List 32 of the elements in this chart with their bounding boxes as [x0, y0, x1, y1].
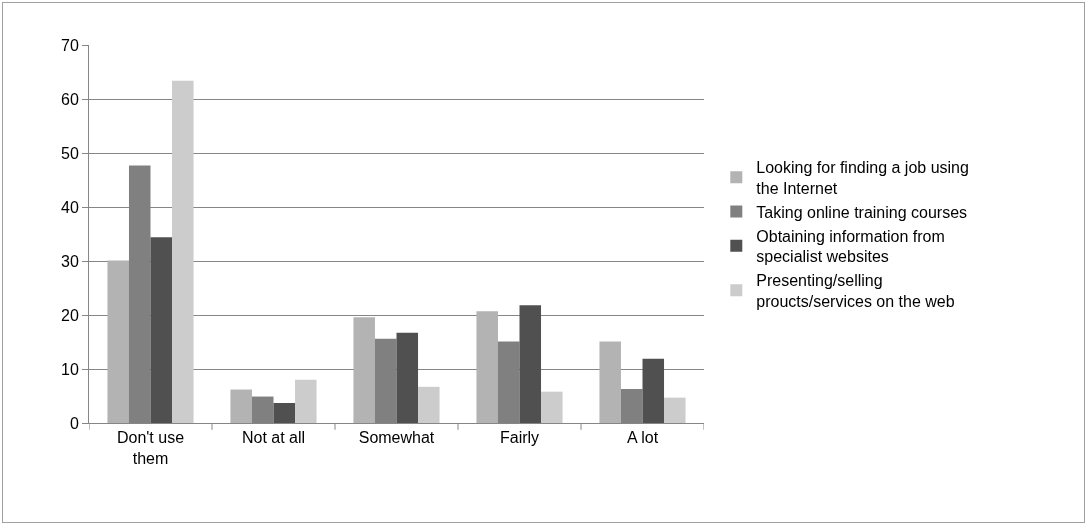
bar [396, 332, 419, 423]
bar [418, 386, 440, 423]
bar [230, 389, 252, 423]
y-tick-label: 10 [61, 360, 79, 378]
bar [150, 237, 173, 423]
bar [519, 305, 542, 423]
bar [599, 341, 621, 423]
bar [476, 311, 498, 423]
y-tick-label: 70 [61, 36, 79, 54]
y-tick-label: 0 [69, 414, 79, 432]
y-tick-label: 50 [61, 144, 79, 162]
y-tick-label: 30 [61, 252, 79, 270]
x-tick-label: Fairly [499, 429, 540, 447]
bar [541, 391, 563, 423]
bar [107, 260, 129, 423]
y-tick-label: 40 [61, 198, 79, 216]
bar [172, 80, 194, 423]
y-tick-label: 20 [61, 306, 79, 324]
x-tick-label: Don't use them [116, 429, 185, 467]
y-tick-label: 60 [61, 90, 79, 108]
bar [353, 317, 375, 423]
bar [642, 358, 665, 423]
legend-label: Looking for finding a job using the Internet [756, 159, 969, 197]
bar [273, 403, 296, 423]
legend-label: Taking online training courses [756, 203, 968, 221]
bar [664, 397, 686, 423]
bar [295, 379, 317, 423]
x-tick-label: Not at all [241, 429, 306, 447]
x-tick-label: Somewhat [358, 429, 435, 447]
legend-label: Presenting/selling proucts/services on the web [756, 272, 955, 310]
x-tick-label: A lot [626, 429, 659, 447]
legend-label: Obtaining information from specialist websites [756, 227, 945, 266]
